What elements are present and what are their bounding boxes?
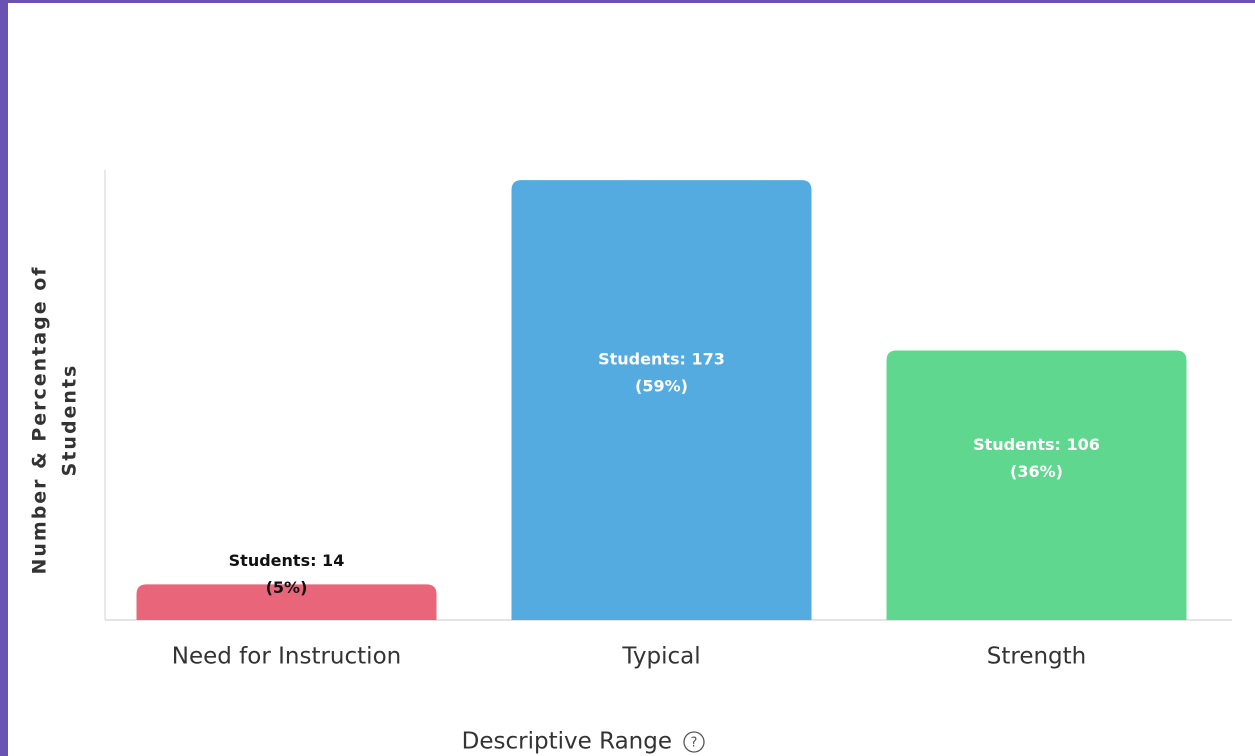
bar — [136, 584, 437, 620]
bar — [511, 180, 812, 620]
x-tick-label: Strength — [987, 644, 1087, 670]
bar — [886, 350, 1187, 620]
help-circle[interactable] — [683, 731, 705, 753]
y-axis-title-line: Number & Percentage of — [29, 265, 51, 574]
value-label: Students: 173 — [598, 350, 725, 369]
x-axis-title: Descriptive Range — [462, 729, 672, 755]
x-tick-label: Typical — [621, 644, 700, 670]
percentage-label: (59%) — [635, 377, 688, 396]
percentage-label: (5%) — [266, 578, 308, 597]
value-label: Students: 14 — [229, 551, 345, 570]
y-axis-title: Number & Percentage of Students — [29, 265, 81, 574]
help-symbol[interactable]: ? — [691, 736, 698, 751]
value-label: Students: 106 — [973, 435, 1100, 454]
y-axis-title-line: Students — [59, 364, 81, 477]
percentage-label: (36%) — [1010, 462, 1063, 481]
help-icon[interactable]: ? — [683, 731, 705, 753]
x-tick-label: Need for Instruction — [172, 644, 401, 670]
